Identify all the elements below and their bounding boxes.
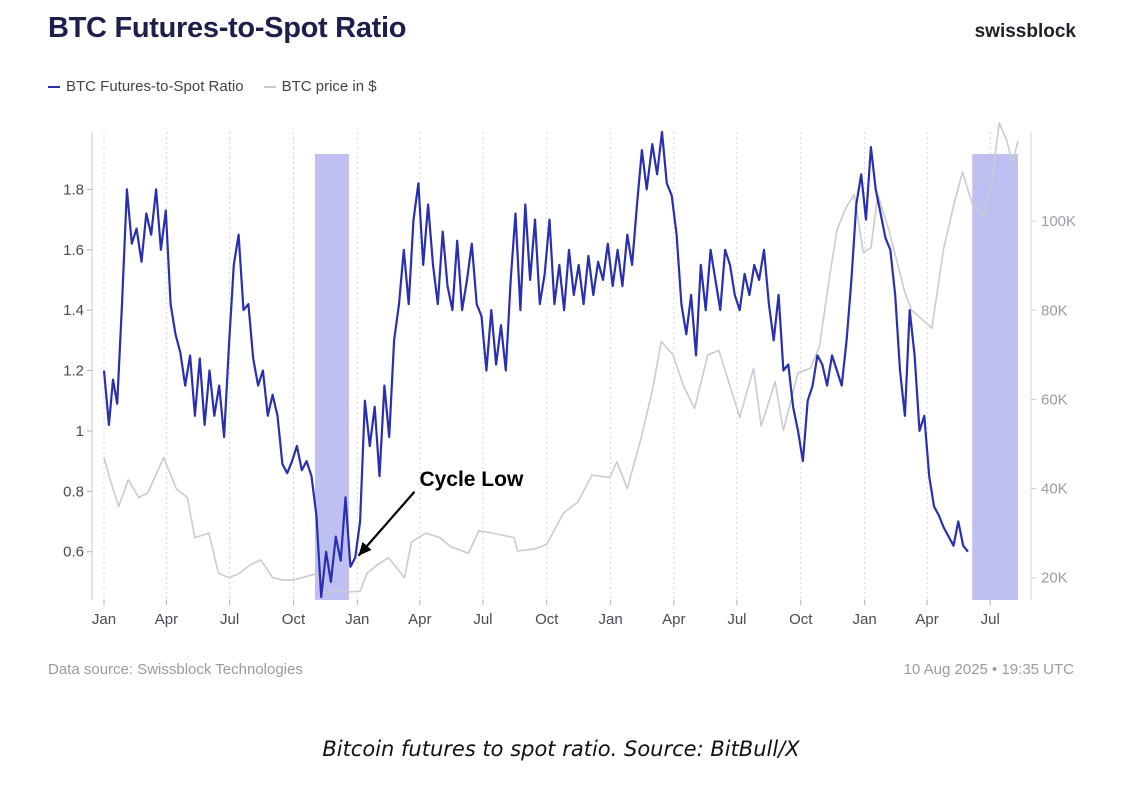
x-tick-label: Apr [155,611,178,628]
series-line-price [103,122,1019,595]
annotation-label: Cycle Low [419,468,524,491]
legend-label-price: BTC price in $ [281,78,377,95]
x-tick-label: Jul [727,611,746,628]
y-right-tick-label: 60K [1041,391,1068,408]
legend-swatch-price [263,85,276,88]
annotation-arrow-head [358,542,372,556]
x-tick-label: Jan [853,611,877,628]
x-tick-label: Apr [662,611,685,628]
legend-item-price: BTC price in $ [263,78,377,95]
x-tick-label: Jan [345,611,369,628]
page-title: BTC Futures-to-Spot Ratio [48,12,407,44]
y-left-tick-label: 1 [76,423,84,440]
series-line-ratio [102,130,969,599]
x-tick-label: Oct [535,611,559,628]
legend-label-ratio: BTC Futures-to-Spot Ratio [66,78,244,95]
y-left-tick-label: 1.4 [63,302,84,319]
highlight-band [972,154,1018,600]
y-left-tick-label: 1.2 [63,363,84,380]
y-right-tick-label: 80K [1041,302,1068,319]
y-left-tick-label: 1.8 [63,181,84,198]
annotation: Cycle Low [357,468,524,557]
x-tick-label: Jul [220,611,239,628]
y-right-tick-label: 40K [1041,481,1068,498]
x-tick-label: Jan [92,611,116,628]
annotation-arrow-line [357,491,416,557]
brand-logo: swissblock [974,21,1076,42]
axes: Jan Apr Jul Oct Jan Apr Jul Oct Jan Apr Jul Oct Jan A… [63,132,1076,628]
chart-legend: BTC Futures-to-Spot Ratio BTC price in $ [48,78,391,95]
x-tick-label: Oct [282,611,306,628]
x-tick-label: Jul [981,611,1000,628]
timestamp: 10 Aug 2025 • 19:35 UTC [903,661,1074,678]
y-left-tick-label: 0.8 [63,483,84,500]
caption: Bitcoin futures to spot ratio. Source: B… [322,737,800,761]
x-tick-label: Jan [599,611,623,628]
x-tick-label: Oct [789,611,813,628]
x-tick-label: Apr [915,611,938,628]
y-right-tick-label: 100K [1041,213,1076,230]
series-lines [102,122,1019,599]
y-left-tick-label: 0.6 [63,544,84,561]
y-left-tick-label: 1.6 [63,242,84,259]
legend-item-ratio: BTC Futures-to-Spot Ratio [48,78,244,95]
x-tick-label: Jul [473,611,492,628]
y-right-tick-label: 20K [1041,570,1068,587]
data-source: Data source: Swissblock Technologies [48,661,303,678]
legend-swatch-ratio [48,85,60,88]
x-tick-label: Apr [408,611,431,628]
